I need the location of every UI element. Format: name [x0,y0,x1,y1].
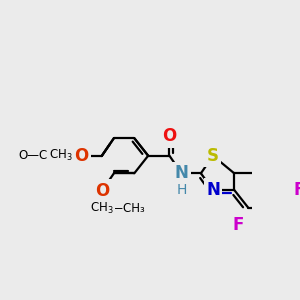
Text: H: H [176,183,187,197]
Text: O: O [74,147,89,165]
Text: O—CH₃: O—CH₃ [18,149,61,162]
Text: N: N [175,164,188,182]
Text: S: S [207,147,219,165]
Text: N: N [206,181,220,199]
Text: O—CH₃: O—CH₃ [102,202,145,215]
Text: O: O [162,127,177,145]
Text: CH$_3$: CH$_3$ [90,201,114,216]
Text: F: F [232,216,244,234]
Text: F: F [293,181,300,199]
Text: O: O [95,182,109,200]
Text: CH$_3$: CH$_3$ [49,148,73,163]
